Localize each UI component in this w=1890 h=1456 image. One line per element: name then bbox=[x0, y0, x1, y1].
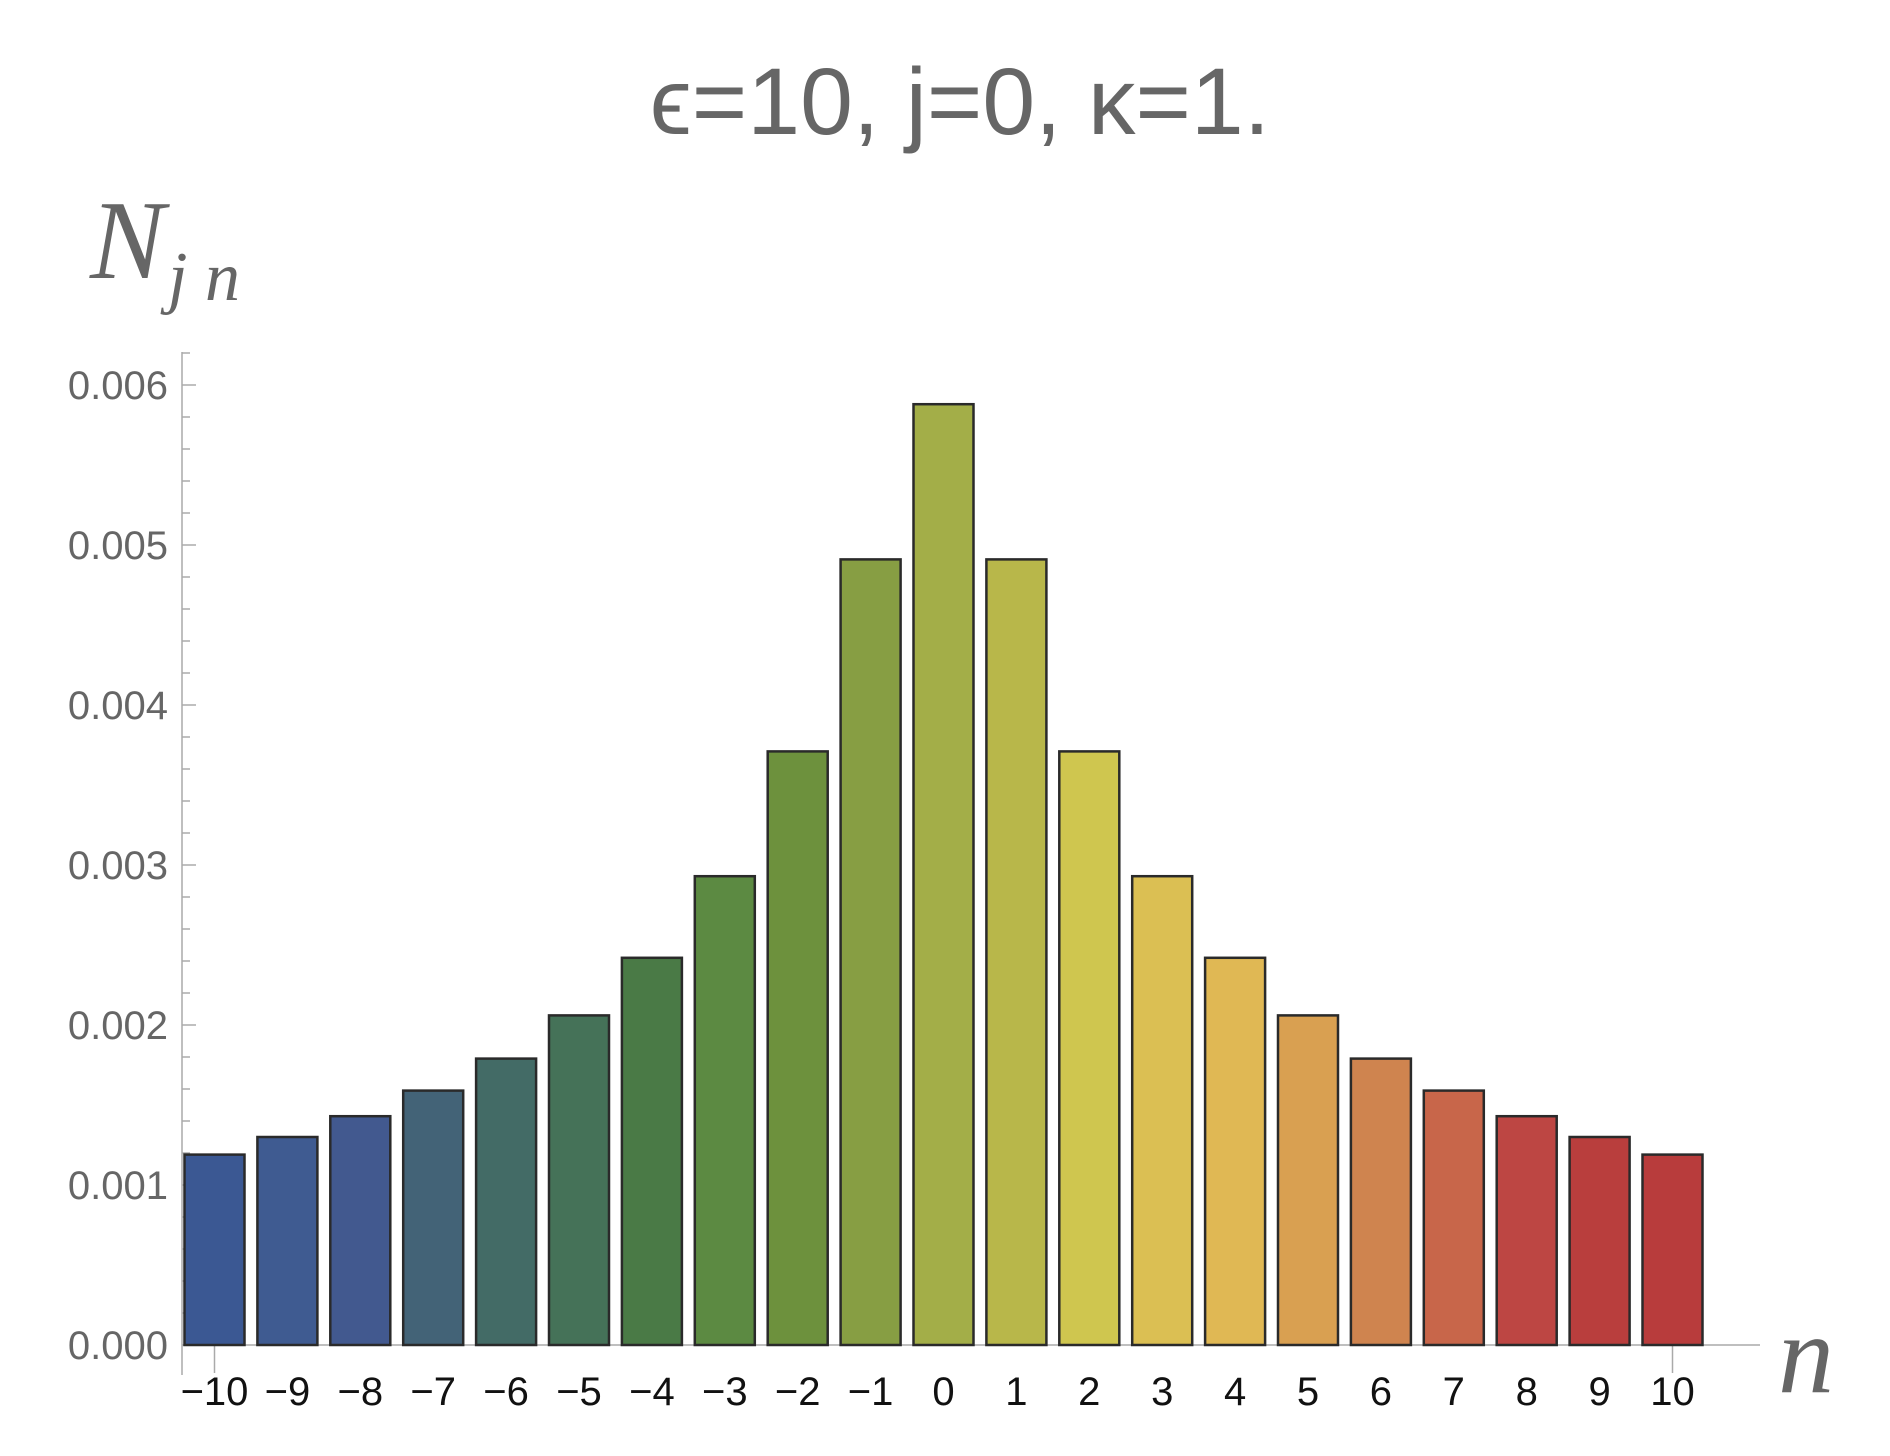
bar-2 bbox=[1058, 750, 1121, 1347]
bar-8 bbox=[1495, 1114, 1558, 1347]
bar--2 bbox=[766, 750, 829, 1347]
y-tick-label: 0.004 bbox=[68, 684, 168, 728]
bar--1 bbox=[839, 558, 902, 1347]
y-tick-label: 0.005 bbox=[68, 524, 168, 568]
x-tick-label: −10 bbox=[181, 1370, 249, 1414]
x-tick-label: −5 bbox=[556, 1370, 602, 1414]
x-tick-label: 6 bbox=[1370, 1370, 1392, 1414]
y-tick-label: 0.001 bbox=[68, 1164, 168, 1208]
x-tick-label: −3 bbox=[702, 1370, 748, 1414]
bar-1 bbox=[985, 558, 1048, 1347]
y-tick-label: 0.006 bbox=[68, 364, 168, 408]
x-tick-label: −8 bbox=[337, 1370, 383, 1414]
x-axis: −10 −9 −8 −7 −6 −5 −4 −3 −2 −1 0 1 2 3 4 5 6 7 8 9 10 bbox=[181, 1344, 1760, 1414]
x-tick-label: 1 bbox=[1005, 1370, 1027, 1414]
bar--9 bbox=[256, 1135, 319, 1347]
y-tick-label: 0.003 bbox=[68, 844, 168, 888]
y-axis-label-subscript: j n bbox=[160, 239, 240, 316]
x-tick-label: 10 bbox=[1650, 1370, 1695, 1414]
x-tick-label: 3 bbox=[1151, 1370, 1173, 1414]
x-tick-label: 8 bbox=[1516, 1370, 1538, 1414]
x-tick-label: 4 bbox=[1224, 1370, 1246, 1414]
x-tick-label: −4 bbox=[629, 1370, 675, 1414]
x-tick-label: −1 bbox=[848, 1370, 894, 1414]
y-tick-label: 0.002 bbox=[68, 1004, 168, 1048]
bar--3 bbox=[693, 874, 757, 1347]
bar-0 bbox=[912, 402, 975, 1347]
x-tick-label: 2 bbox=[1078, 1370, 1100, 1414]
bar-4 bbox=[1203, 956, 1267, 1347]
bar-5 bbox=[1276, 1014, 1340, 1347]
y-axis-label-main: N bbox=[89, 179, 170, 303]
x-axis-label: n bbox=[1778, 1293, 1834, 1417]
y-axis: 0.000 0.001 0.002 0.003 0.004 0.005 0.006 bbox=[68, 352, 196, 1375]
bar--4 bbox=[620, 956, 684, 1347]
x-tick-label: −9 bbox=[265, 1370, 311, 1414]
bar--5 bbox=[547, 1014, 611, 1347]
x-tick-label: 7 bbox=[1443, 1370, 1465, 1414]
x-tick-label: 9 bbox=[1588, 1370, 1610, 1414]
bar-10 bbox=[1641, 1153, 1704, 1347]
x-tick-label: −2 bbox=[775, 1370, 821, 1414]
bar--6 bbox=[474, 1057, 538, 1347]
x-tick-label: −6 bbox=[483, 1370, 529, 1414]
bar-3 bbox=[1130, 874, 1194, 1347]
bar-9 bbox=[1568, 1135, 1631, 1347]
bar-6 bbox=[1349, 1057, 1413, 1347]
x-tick-label: −7 bbox=[410, 1370, 456, 1414]
x-tick-label: 0 bbox=[932, 1370, 954, 1414]
bars bbox=[183, 402, 1704, 1347]
x-tick-label: 5 bbox=[1297, 1370, 1319, 1414]
bar--10 bbox=[183, 1153, 246, 1347]
bar--8 bbox=[329, 1114, 392, 1347]
bar--7 bbox=[401, 1089, 465, 1347]
y-tick-label: 0.000 bbox=[68, 1324, 168, 1368]
chart-title: ϵ=10, j=0, κ=1. bbox=[650, 49, 1270, 155]
bar-7 bbox=[1422, 1089, 1486, 1347]
